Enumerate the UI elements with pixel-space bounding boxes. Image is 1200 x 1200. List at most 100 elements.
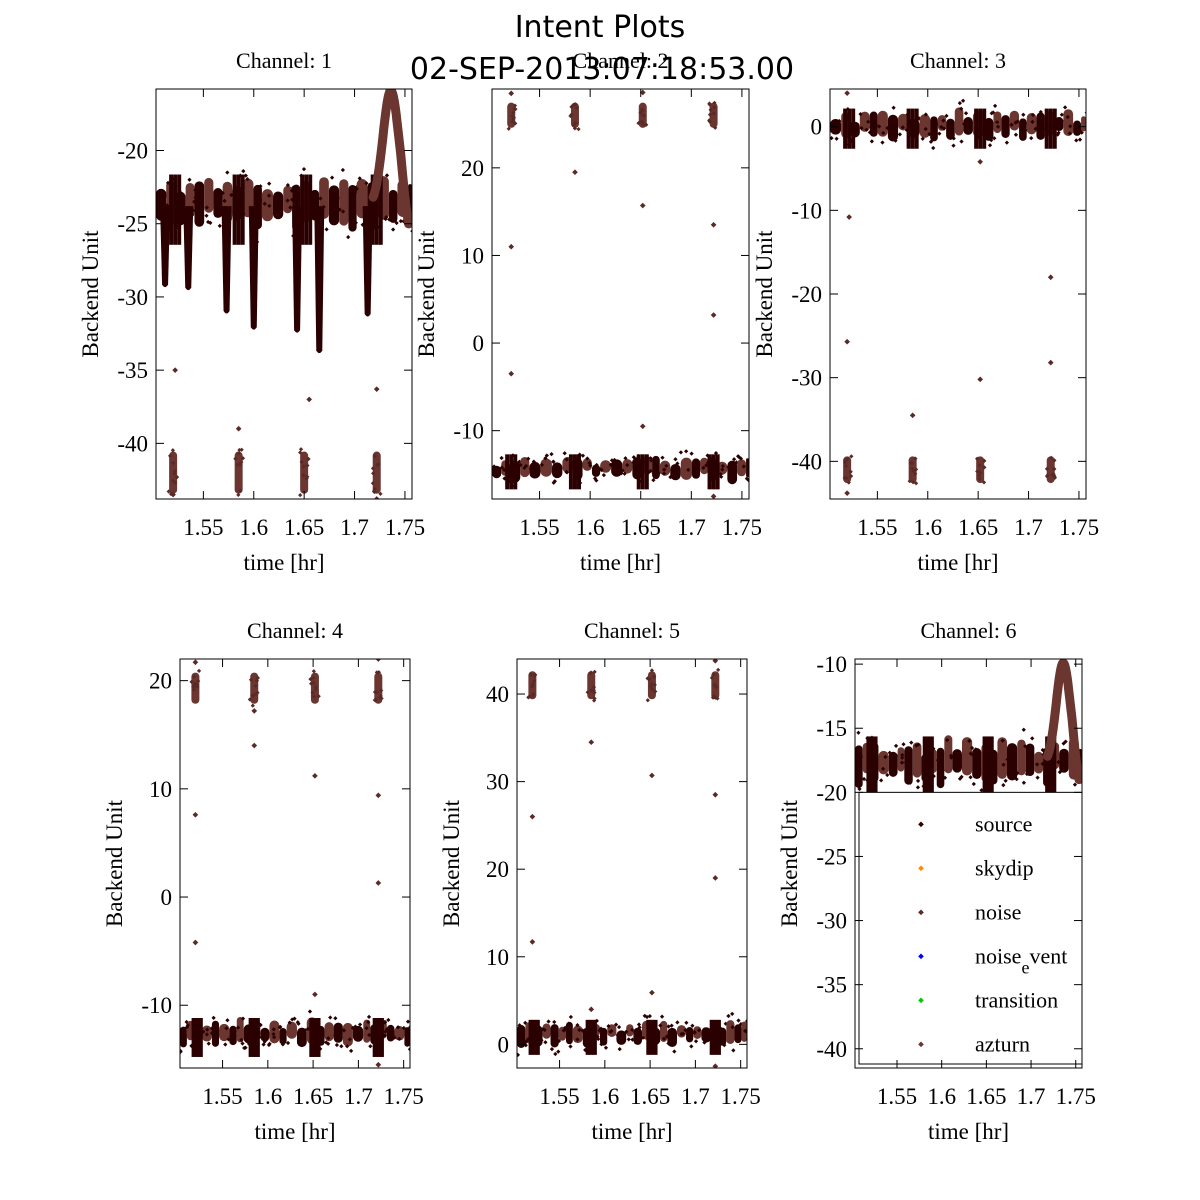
legend-marker-transition — [918, 997, 924, 1004]
point — [715, 696, 720, 701]
point — [949, 129, 954, 135]
outlier-point — [710, 312, 717, 318]
point — [536, 468, 541, 473]
point — [1015, 771, 1020, 776]
y-tick-label: 0 — [473, 331, 485, 356]
point — [285, 183, 291, 188]
point — [650, 687, 655, 692]
series-noise-blocks — [189, 668, 384, 708]
point — [1051, 471, 1056, 477]
band-spike — [646, 1019, 651, 1055]
y-tick-label: -30 — [117, 285, 148, 310]
x-tick-label: 1.75 — [721, 1084, 761, 1109]
point — [696, 1028, 702, 1033]
point — [662, 467, 667, 472]
x-tick-label: 1.55 — [857, 515, 897, 540]
x-tick-label: 1.55 — [877, 1084, 917, 1109]
point — [174, 474, 180, 480]
x-tick-label: 1.65 — [958, 515, 998, 540]
band-spike — [236, 174, 241, 245]
band-segment — [930, 116, 938, 142]
point — [1024, 771, 1030, 777]
band-segment — [542, 1023, 551, 1039]
point — [632, 1029, 638, 1034]
point — [243, 173, 248, 178]
band-segment — [954, 107, 964, 136]
point — [609, 1028, 614, 1034]
point — [587, 460, 592, 466]
point — [687, 1030, 693, 1036]
point — [215, 198, 220, 204]
point — [900, 752, 905, 758]
point — [184, 1024, 190, 1030]
point — [258, 184, 263, 189]
y-tick-label: -10 — [453, 419, 484, 444]
point — [945, 737, 950, 743]
point — [848, 473, 854, 479]
point — [384, 173, 390, 178]
point — [397, 1036, 402, 1042]
y-tick-label: 20 — [486, 857, 509, 882]
point — [204, 1032, 209, 1037]
band-spike — [1045, 736, 1050, 798]
band-spike — [372, 1018, 377, 1057]
point — [631, 460, 636, 465]
point — [526, 456, 531, 461]
point — [530, 684, 535, 689]
point — [626, 1037, 631, 1042]
outlier-point — [977, 376, 984, 383]
point — [935, 758, 941, 763]
point — [348, 1048, 354, 1054]
point — [341, 1028, 347, 1033]
point — [598, 1026, 604, 1031]
y-tick-label: -15 — [816, 716, 847, 741]
point — [673, 464, 678, 469]
point — [689, 451, 694, 456]
x-tick-label: 1.75 — [385, 515, 425, 540]
point — [645, 698, 650, 703]
outlier-point — [508, 370, 515, 377]
band-spike — [195, 1018, 200, 1057]
point — [695, 459, 700, 464]
point — [616, 1024, 622, 1030]
outlier-point — [844, 338, 850, 345]
outlier-point — [572, 169, 578, 176]
plot-frame — [155, 88, 413, 500]
point — [1064, 763, 1069, 768]
point — [277, 1025, 282, 1030]
band-spike — [509, 454, 514, 490]
point — [589, 688, 594, 693]
band-segment — [667, 1027, 678, 1048]
point — [267, 181, 272, 186]
point — [951, 136, 956, 141]
point — [879, 778, 884, 783]
x-tick-label: 1.6 — [927, 1084, 956, 1109]
band-segment — [551, 462, 563, 479]
band-spike — [528, 1019, 533, 1055]
outlier-point — [844, 490, 850, 496]
band-spike — [1052, 736, 1057, 798]
point — [737, 455, 742, 460]
series-source-band — [492, 449, 756, 490]
y-axis-label: Backend Unit — [414, 230, 439, 358]
point — [692, 1030, 697, 1035]
point — [992, 103, 998, 109]
point — [531, 459, 536, 464]
point — [232, 1039, 237, 1044]
band-spike — [248, 1018, 253, 1057]
outlier-point — [306, 396, 313, 403]
point — [959, 139, 964, 144]
point — [963, 111, 969, 116]
point — [752, 472, 756, 476]
band-segment — [194, 181, 205, 227]
point — [632, 1037, 637, 1042]
y-axis-label: Backend Unit — [102, 799, 127, 927]
channel-5-plot: 1.55 1.6 1.65 1.7 1.75 40 30 20 10 0 Channel: 5 tim… — [439, 618, 761, 1144]
band-spike — [989, 736, 994, 798]
point — [692, 473, 697, 478]
point — [492, 464, 497, 469]
point — [652, 674, 657, 679]
point — [193, 188, 198, 193]
point — [856, 730, 861, 735]
point — [849, 454, 854, 459]
